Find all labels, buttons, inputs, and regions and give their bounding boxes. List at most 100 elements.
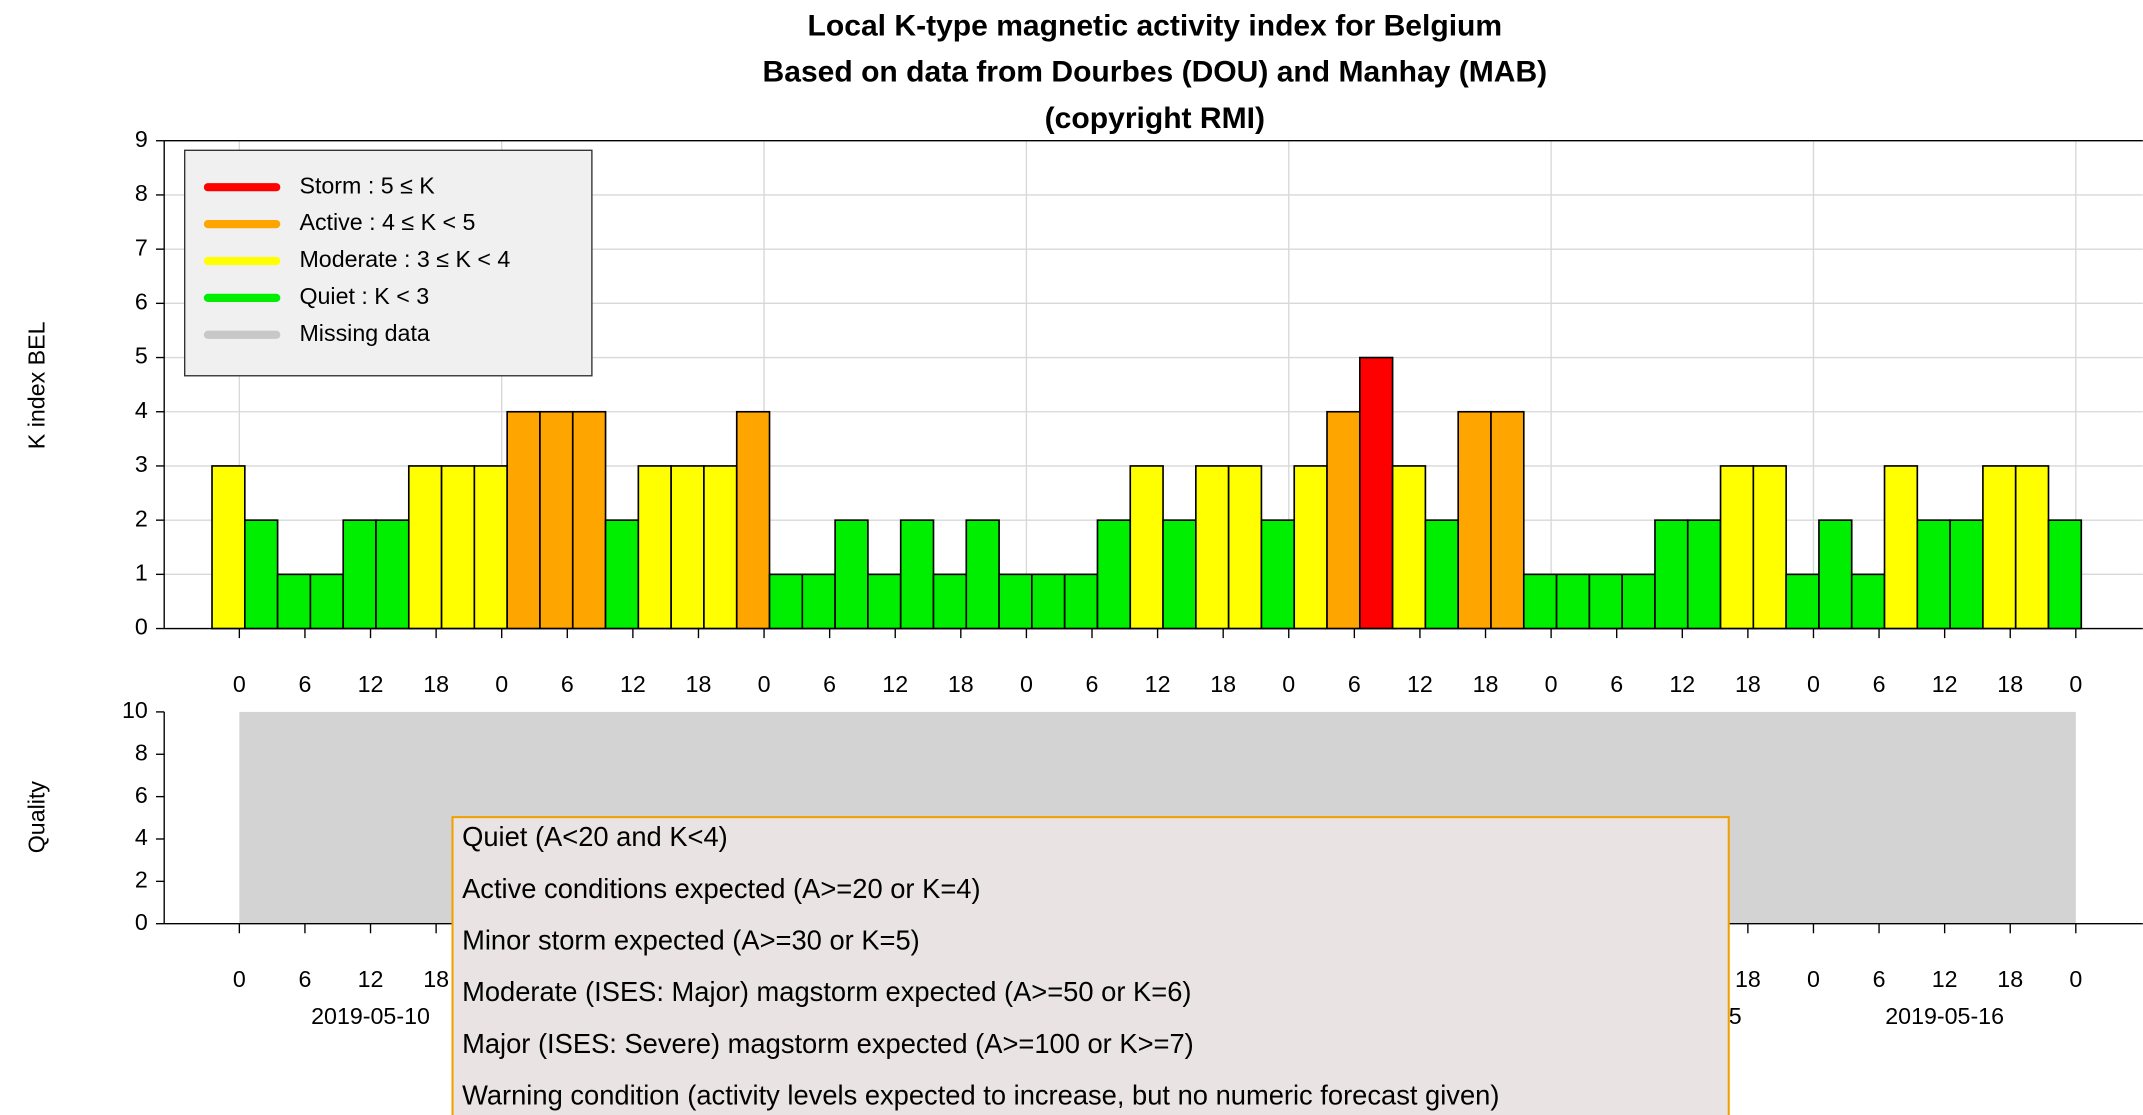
bar — [703, 465, 738, 630]
dropdown-option[interactable]: Minor storm expected (A>=30 or K=5) — [462, 925, 920, 956]
bar — [867, 573, 902, 630]
bar — [539, 410, 574, 630]
x-tick-label: 0 — [1020, 671, 1033, 697]
x-tick-label: 18 — [1997, 671, 2023, 697]
x-tick-label: 0 — [2069, 966, 2082, 992]
bar — [1195, 465, 1230, 630]
bar — [1326, 410, 1361, 630]
y-tick-label: 3 — [135, 451, 148, 477]
bar — [309, 573, 345, 630]
dropdown-option[interactable]: Warning condition (activity levels expec… — [462, 1079, 1499, 1110]
bar — [375, 519, 410, 630]
y-tick-label: 2 — [135, 866, 148, 892]
bar — [2047, 519, 2083, 630]
y-tick-label: 0 — [135, 614, 148, 640]
bar — [571, 410, 607, 630]
bar — [440, 465, 476, 630]
bar — [1555, 573, 1591, 630]
dropdown-option[interactable]: Active conditions expected (A>=20 or K=4… — [462, 873, 980, 904]
x-tick-label: 6 — [823, 671, 836, 697]
bar — [604, 519, 640, 630]
title-line: Local K-type magnetic activity index for… — [808, 9, 1503, 42]
bar — [243, 519, 279, 630]
legend-label: Active : 4 ≤ K < 5 — [299, 209, 475, 235]
bar — [1916, 519, 1951, 630]
bar — [1654, 519, 1689, 630]
y-tick-label: 4 — [135, 397, 148, 423]
x-tick-label: 6 — [298, 671, 311, 697]
x-tick-label: 18 — [1473, 671, 1499, 697]
y-tick-label: 2 — [135, 505, 148, 531]
bar — [1785, 573, 1820, 630]
bar — [1686, 519, 1722, 630]
bar — [1818, 519, 1853, 630]
y-axis-label: Quality — [24, 781, 50, 854]
dropdown-panel — [451, 816, 1730, 1115]
x-tick-label: 18 — [423, 671, 449, 697]
legend-label: Moderate : 3 ≤ K < 4 — [299, 246, 510, 272]
bar — [1982, 465, 2017, 630]
y-tick-label: 6 — [135, 288, 148, 314]
y-tick-label: 8 — [135, 180, 148, 206]
bar — [1719, 465, 1755, 630]
bar — [1129, 465, 1164, 630]
x-tick-label: 0 — [1807, 671, 1820, 697]
bar — [2014, 465, 2050, 630]
legend-label: Missing data — [299, 320, 429, 346]
x-tick-label: 0 — [1545, 671, 1558, 697]
x-tick-label: 6 — [1873, 966, 1886, 992]
x-tick-label: 6 — [561, 671, 574, 697]
bar — [1293, 465, 1328, 630]
bar — [1883, 465, 1919, 630]
x-tick-label: 12 — [882, 671, 908, 697]
x-tick-label: 0 — [233, 671, 246, 697]
y-tick-label: 4 — [135, 824, 148, 850]
y-tick-label: 6 — [135, 782, 148, 808]
dropdown-option[interactable]: Quiet (A<20 and K<4) — [462, 821, 728, 852]
x-tick-label: 12 — [1669, 671, 1695, 697]
bar — [965, 519, 1000, 630]
x-tick-label: 0 — [1282, 671, 1295, 697]
x-tick-label: 18 — [686, 671, 712, 697]
bar — [1162, 519, 1197, 630]
y-axis-label: K index BEL — [24, 321, 50, 449]
date-label: 2019-05-10 — [311, 1003, 430, 1029]
bar — [1850, 573, 1886, 630]
y-tick-label: 10 — [122, 697, 148, 723]
x-tick-label: 12 — [1145, 671, 1171, 697]
dropdown: Quiet (A<20 and K<4) Active conditions ex… — [451, 816, 1730, 1115]
bar — [473, 465, 508, 630]
x-tick-label: 18 — [948, 671, 974, 697]
bar — [834, 519, 869, 630]
bar — [1424, 519, 1460, 630]
legend-label: Quiet : K < 3 — [299, 283, 429, 309]
x-tick-label: 6 — [1348, 671, 1361, 697]
bar — [276, 573, 312, 630]
bar — [735, 410, 771, 630]
y-tick-label: 0 — [135, 909, 148, 935]
title-line: (copyright RMI) — [1045, 102, 1265, 135]
y-tick-label: 1 — [135, 559, 148, 585]
x-tick-label: 18 — [1997, 966, 2023, 992]
dropdown-option[interactable]: Moderate (ISES: Major) magstorm expected… — [462, 976, 1191, 1007]
bar — [1260, 519, 1296, 630]
bar — [1096, 519, 1132, 630]
bar — [342, 519, 377, 630]
x-tick-label: 6 — [1873, 671, 1886, 697]
x-tick-label: 6 — [298, 966, 311, 992]
x-tick-label: 18 — [423, 966, 449, 992]
bar — [1752, 465, 1787, 630]
bar — [768, 573, 804, 630]
x-tick-label: 12 — [1932, 671, 1958, 697]
bar — [1031, 573, 1066, 630]
x-tick-label: 18 — [1735, 966, 1761, 992]
bar — [211, 465, 246, 630]
bar — [637, 465, 672, 630]
dropdown-option[interactable]: Major (ISES: Severe) magstorm expected (… — [462, 1028, 1194, 1059]
bar — [1588, 573, 1623, 630]
y-tick-label: 7 — [135, 234, 148, 260]
x-tick-label: 0 — [758, 671, 771, 697]
x-tick-label: 12 — [358, 671, 384, 697]
bar — [1457, 410, 1492, 630]
